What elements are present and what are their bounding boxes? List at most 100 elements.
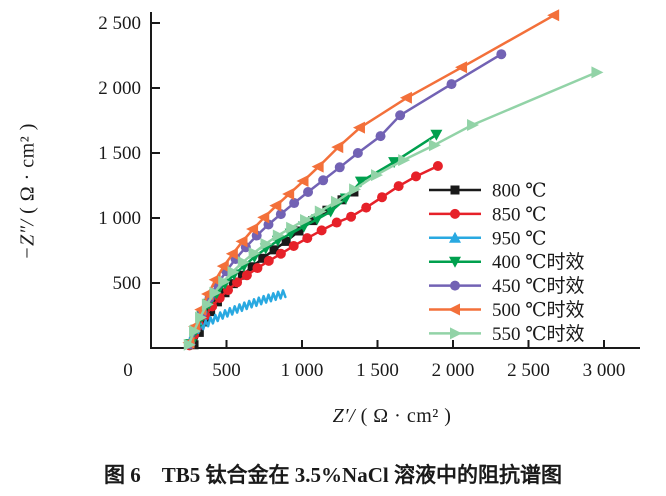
series-550C-aged — [183, 66, 604, 351]
marker-circle — [263, 255, 274, 266]
marker-triangle-left — [282, 187, 295, 200]
axes — [150, 12, 640, 349]
y-tick-label: 500 — [113, 273, 142, 294]
marker-triangle-left — [208, 273, 221, 286]
marker-square — [337, 195, 347, 205]
marker-circle — [346, 211, 357, 222]
marker-triangle-right — [260, 238, 273, 250]
x-tick-label: 1 500 — [356, 360, 399, 381]
legend-label-500C-aged: 500 ℃时效 — [492, 299, 585, 321]
x-tick-label: 500 — [212, 360, 241, 381]
marker-triangle-left — [296, 174, 309, 187]
marker-circle — [275, 209, 286, 220]
marker-circle — [252, 263, 263, 274]
x-tick-label: 2 500 — [507, 360, 550, 381]
marker-circle — [289, 198, 300, 209]
marker-triangle-right — [314, 205, 327, 218]
marker-circle — [288, 240, 299, 251]
series-850C — [184, 161, 443, 351]
legend-label-850C: 850 ℃ — [492, 204, 547, 225]
y-axis-title-symbol: −Z″/ — [16, 219, 39, 260]
x-axis-title-symbol: Z′/ — [332, 405, 356, 427]
marker-square — [450, 185, 460, 195]
marker-circle — [393, 181, 404, 192]
legend-label-400C-aged: 400 ℃时效 — [492, 251, 585, 273]
marker-triangle-left — [246, 223, 259, 236]
legend-label-550C-aged: 550 ℃时效 — [492, 323, 585, 345]
marker-circle — [334, 162, 345, 173]
series-950C — [185, 289, 287, 349]
x-ticks: 0 500 1 000 1 500 2 000 2 500 3 000 — [123, 340, 625, 381]
marker-triangle-right — [428, 139, 441, 152]
marker-triangle-right — [591, 66, 604, 79]
marker-square — [294, 226, 304, 236]
marker-triangle-right — [201, 298, 214, 311]
marker-triangle-right — [467, 119, 480, 132]
marker-circle — [496, 49, 507, 60]
impedance-nyquist-chart: 0 500 1 000 1 500 2 000 2 500 3 000 500 1 000 1 5… — [98, 9, 640, 381]
y-tick-label: 2 500 — [98, 13, 141, 34]
figure-caption: 图 6 TB5 钛合金在 3.5%NaCl 溶液中的阻抗谱图 — [104, 463, 562, 487]
marker-square — [269, 245, 279, 255]
marker-circle — [303, 187, 314, 197]
marker-circle — [450, 208, 460, 219]
marker-triangle-down — [324, 206, 337, 218]
marker-triangle-right — [349, 183, 362, 196]
marker-triangle-left — [399, 91, 412, 104]
x-tick-label: 2 000 — [432, 360, 475, 381]
marker-circle — [361, 202, 372, 213]
marker-triangle-right — [398, 154, 411, 167]
y-axis-title: −Z″/ ( Ω · cm² ) — [17, 42, 40, 342]
legend-label-950C: 950 ℃ — [492, 228, 547, 249]
x-tick-label: 1 000 — [281, 360, 324, 381]
marker-triangle-left — [455, 61, 468, 74]
x-axis-title-unit: ( Ω · cm² ) — [355, 405, 452, 427]
marker-triangle-right — [227, 265, 240, 278]
marker-triangle-left — [352, 121, 365, 134]
marker-circle — [263, 219, 274, 230]
marker-triangle-right — [183, 338, 196, 351]
marker-circle — [352, 148, 363, 158]
marker-triangle-left — [448, 303, 460, 316]
y-tick-label: 1 500 — [98, 143, 141, 164]
marker-triangle-right — [300, 213, 313, 226]
marker-circle — [232, 277, 243, 288]
marker-triangle-right — [330, 195, 343, 208]
marker-triangle-left — [225, 247, 238, 260]
marker-triangle-left — [257, 211, 270, 224]
marker-circle — [275, 248, 286, 259]
marker-circle — [375, 131, 386, 142]
marker-circle — [331, 217, 342, 228]
marker-triangle-down — [311, 214, 324, 226]
marker-triangle-left — [216, 260, 229, 273]
marker-triangle-right — [450, 327, 462, 340]
x-tick-label: 0 — [123, 360, 133, 381]
marker-square — [258, 253, 268, 263]
marker-triangle-left — [269, 199, 282, 212]
legend-label-800C: 800 ℃ — [492, 181, 547, 202]
marker-square — [247, 262, 257, 272]
marker-triangle-up — [449, 231, 461, 243]
marker-triangle-right — [248, 247, 261, 260]
marker-triangle-down — [430, 129, 443, 141]
marker-square — [281, 236, 291, 246]
series-line-850C — [188, 164, 440, 347]
marker-circle — [395, 110, 406, 121]
marker-circle — [302, 233, 313, 244]
marker-circle — [316, 225, 327, 236]
y-tick-label: 2 000 — [98, 78, 141, 99]
legend-label-450C-aged: 450 ℃时效 — [492, 275, 585, 297]
marker-square — [206, 307, 216, 317]
marker-triangle-left — [235, 235, 248, 248]
marker-triangle-down — [449, 256, 461, 268]
y-axis-title-unit: ( Ω · cm² ) — [16, 123, 39, 220]
marker-triangle-left — [331, 141, 344, 154]
marker-triangle-left — [311, 160, 324, 173]
marker-triangle-right — [218, 275, 231, 288]
marker-circle — [446, 79, 457, 90]
series-line-950C — [185, 289, 287, 349]
marker-triangle-right — [286, 221, 299, 234]
marker-triangle-down — [354, 176, 367, 188]
